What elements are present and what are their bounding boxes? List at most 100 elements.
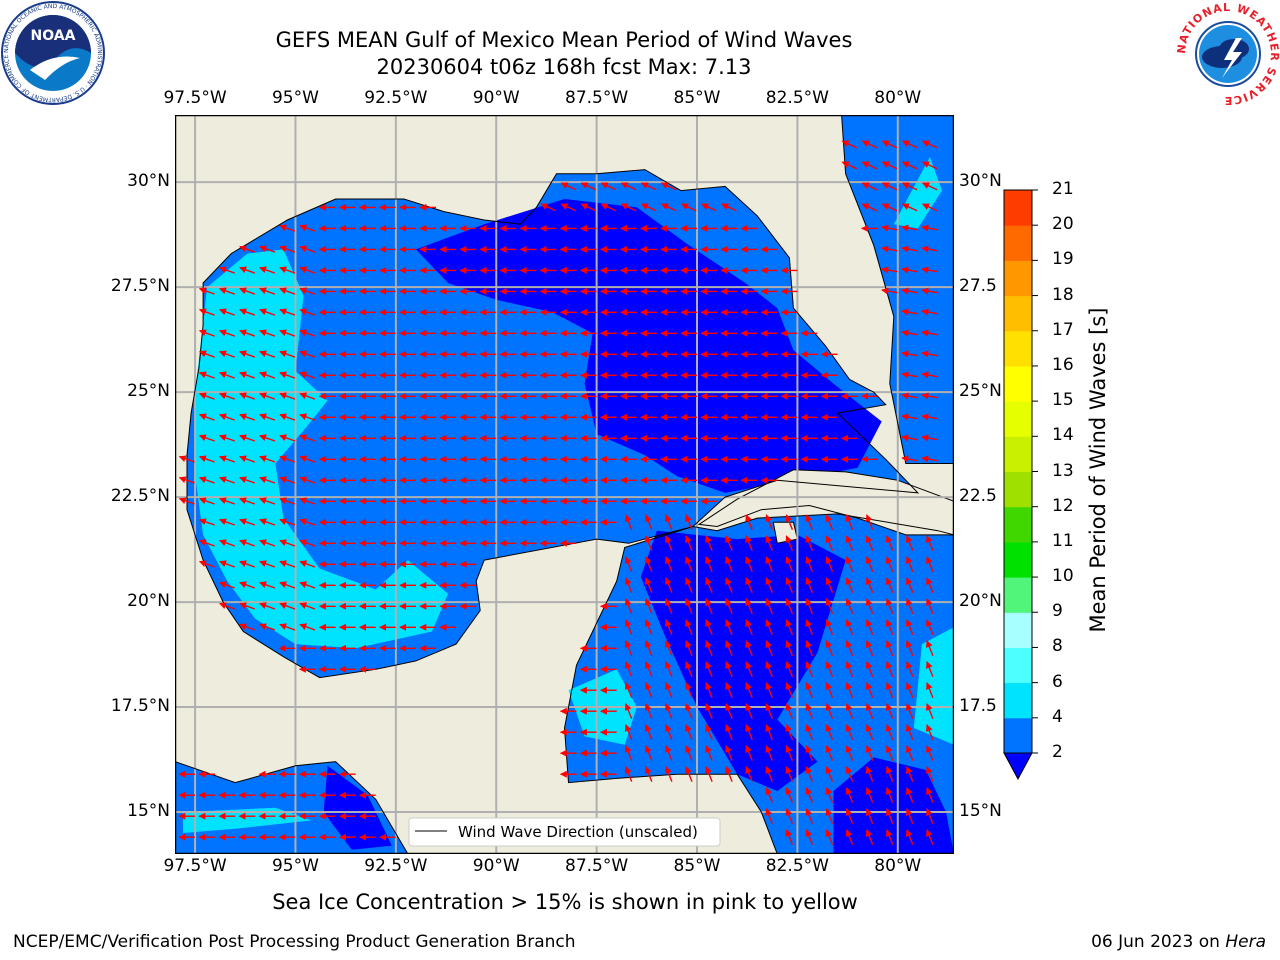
lon-label-top: 90°W [472,88,520,108]
wave-direction-arrow [665,745,673,761]
wave-direction-arrow [745,535,753,551]
wave-direction-arrow [644,766,653,782]
wave-direction-arrow [198,497,215,505]
wave-direction-arrow [299,308,316,316]
wave-direction-arrow [921,434,938,442]
wave-direction-arrow [845,514,854,530]
wave-direction-arrow [705,724,713,740]
wave-direction-arrow [239,602,256,610]
wave-direction-arrow [279,623,296,631]
colorbar-tick-label: 2 [1052,742,1063,762]
wave-direction-arrow [198,455,215,463]
wave-direction-arrow [926,724,934,740]
lon-label-bottom: 85°W [673,856,721,876]
wave-direction-arrow [644,598,653,614]
wave-direction-arrow [905,535,914,551]
lon-label-bottom: 95°W [271,856,319,876]
wave-direction-arrow [259,581,276,589]
wave-direction-arrow [299,266,316,274]
wave-direction-arrow [600,203,617,212]
wave-direction-arrow [825,640,834,656]
wave-direction-arrow [219,497,235,505]
wave-direction-arrow [540,203,556,212]
wave-direction-arrow [665,535,673,551]
wave-direction-arrow [765,640,773,656]
wave-direction-arrow [921,266,938,274]
wave-direction-arrow [785,619,794,635]
wave-direction-arrow [926,766,934,782]
wave-direction-arrow [921,224,938,232]
wave-direction-arrow [865,577,874,593]
coastline-segment [563,513,954,854]
wave-direction-arrow [239,287,256,295]
wave-direction-arrow [901,224,918,232]
colorbar-tick-label: 16 [1052,354,1074,375]
lon-label-top: 87.5°W [565,88,629,108]
wave-direction-arrow [219,287,235,295]
colorbar-swatch [1004,401,1032,437]
wave-direction-arrow [219,371,235,379]
wave-direction-arrow [865,535,874,551]
wave-direction-arrow [901,329,918,337]
wave-direction-arrow [865,598,874,614]
wave-direction-arrow [765,703,773,719]
wave-direction-arrow [705,535,713,551]
wave-direction-arrow [885,577,894,593]
wave-direction-arrow [178,497,195,505]
period-4-6-atlantic [893,157,942,229]
lon-label-top: 97.5°W [163,88,227,108]
colorbar-tick-label: 19 [1052,249,1074,270]
wave-direction-arrow [926,682,934,698]
wave-direction-arrow [845,766,854,782]
wave-direction-arrow [624,682,633,698]
lat-label-left: 15°N [127,801,170,821]
wave-direction-arrow [178,455,195,463]
lon-label-bottom: 90°W [472,856,520,876]
lon-label-top: 82.5°W [765,88,829,108]
wave-direction-arrow [745,640,753,656]
wave-direction-arrow [861,203,878,212]
wave-direction-arrow [279,539,296,547]
legend-label: Wind Wave Direction (unscaled) [458,823,698,841]
wave-direction-arrow [921,413,938,421]
wave-direction-arrow [785,766,794,782]
wave-direction-arrow [705,598,713,614]
wave-direction-arrow [825,703,834,719]
wave-direction-arrow [178,476,195,484]
wave-direction-arrow [725,661,733,677]
wave-direction-arrow [644,514,653,530]
wave-direction-arrow [725,703,733,719]
lat-label-right: 30°N [959,171,1002,192]
period-4-6-west [195,249,449,649]
wave-direction-arrow [685,514,693,530]
wave-direction-arrow [705,661,713,677]
wave-direction-arrow [279,392,296,400]
wave-direction-arrow [825,808,834,824]
wave-direction-arrow [901,161,918,170]
wave-direction-arrow [279,224,296,232]
wave-direction-arrow [279,560,296,568]
wave-direction-arrow [765,766,773,782]
wave-direction-arrow [805,640,814,656]
wave-direction-arrow [279,455,296,463]
wave-direction-arrow [921,329,938,337]
wave-direction-arrow [845,598,854,614]
colorbar-tick-label: 12 [1052,495,1074,516]
wave-direction-arrow [745,598,753,614]
wave-direction-arrow [705,766,713,782]
wave-direction-arrow [825,787,834,803]
wave-direction-arrow [299,476,316,484]
wave-direction-arrow [219,413,235,421]
wave-direction-arrow [239,308,256,316]
wave-direction-arrow [239,434,256,442]
wave-direction-arrow [198,413,215,421]
colorbar-swatch [1004,541,1032,578]
wave-direction-arrow [861,140,878,149]
wave-direction-arrow [299,392,316,400]
wave-direction-arrow [259,623,276,631]
wave-direction-arrow [644,535,653,551]
colorbar-swatch [1004,506,1032,543]
lon-label-bottom: 92.5°W [364,856,428,876]
lat-label-right: 25°N [959,381,1002,402]
wave-direction-arrow [865,661,874,677]
